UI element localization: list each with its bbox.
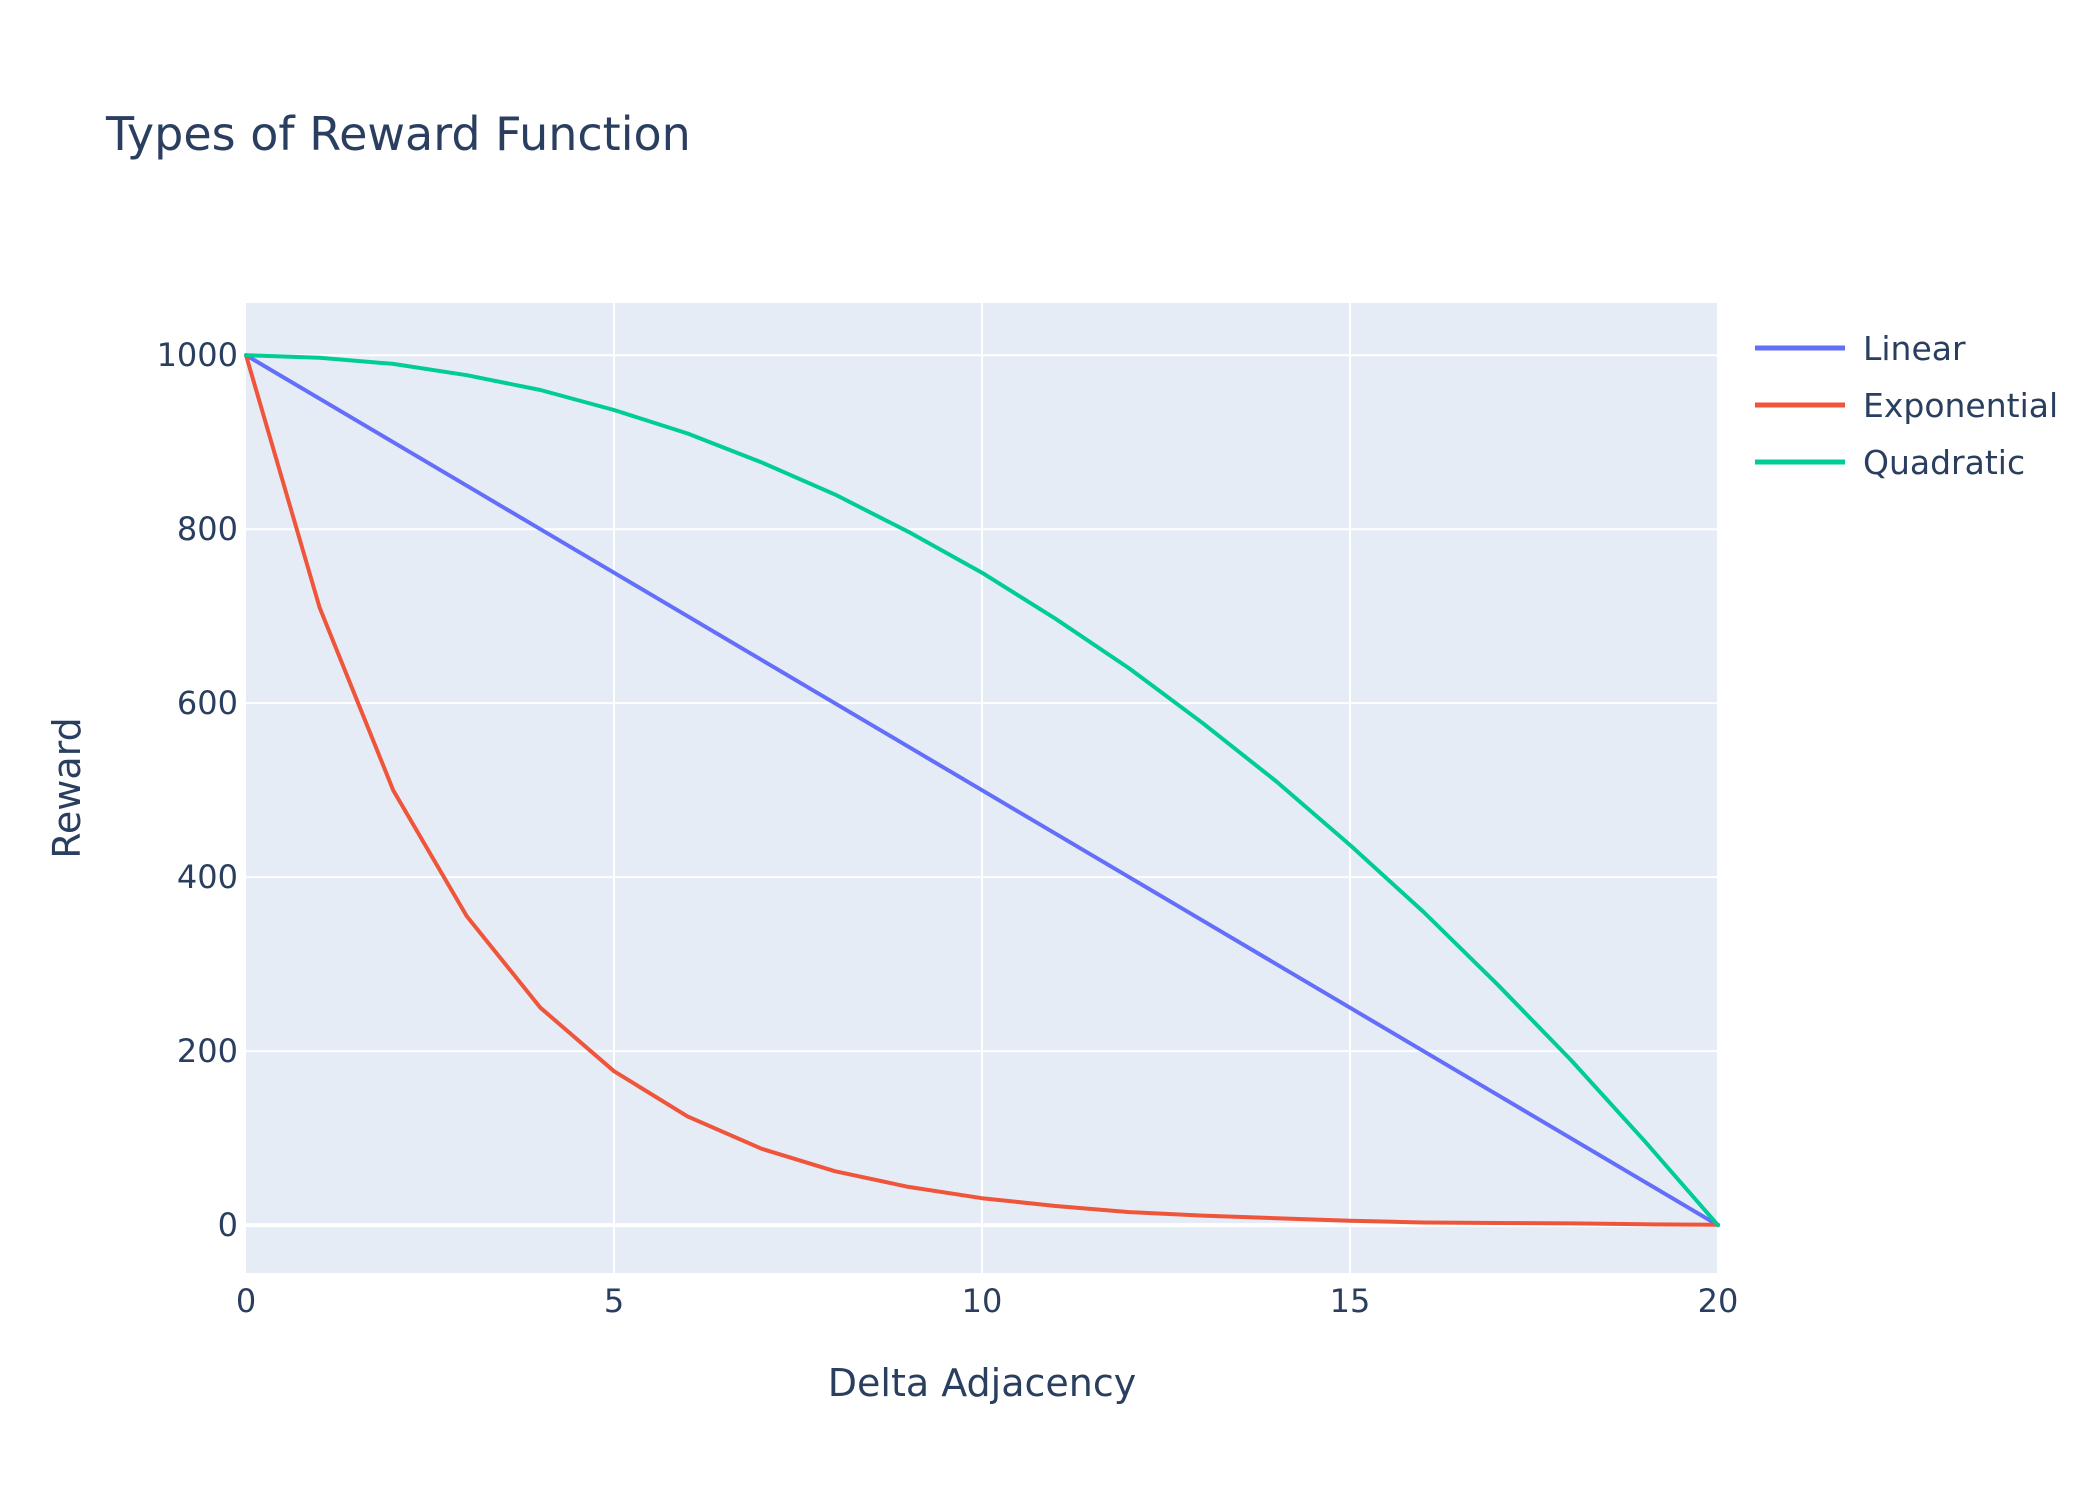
series-line-exponential xyxy=(244,353,1720,1227)
x-tick-label: 0 xyxy=(236,1282,256,1320)
y-tick-label: 200 xyxy=(177,1032,238,1070)
y-ticks: 0 200 400 600 800 1000 xyxy=(157,336,238,1244)
x-axis-title: Delta Adjacency xyxy=(828,1361,1137,1405)
y-tick-label: 400 xyxy=(177,858,238,896)
legend-label-linear: Linear xyxy=(1863,329,1966,368)
x-tick-label: 20 xyxy=(1698,1282,1739,1320)
x-tick-label: 15 xyxy=(1330,1282,1371,1320)
lines-layer xyxy=(244,353,1720,1228)
y-tick-label: 1000 xyxy=(157,336,238,374)
y-tick-label: 600 xyxy=(177,684,238,722)
series-line-linear xyxy=(244,353,1720,1228)
legend: Linear Exponential Quadratic xyxy=(1755,329,2058,482)
chart-title: Types of Reward Function xyxy=(105,107,691,161)
legend-label-quadratic: Quadratic xyxy=(1863,443,2025,482)
legend-label-exponential: Exponential xyxy=(1863,386,2058,425)
x-ticks: 0 5 10 15 20 xyxy=(236,1282,1739,1320)
x-tick-label: 10 xyxy=(962,1282,1003,1320)
y-axis-title: Reward xyxy=(45,717,89,859)
series-line-quadratic xyxy=(244,353,1720,1228)
y-tick-label: 800 xyxy=(177,510,238,548)
x-tick-label: 5 xyxy=(604,1282,624,1320)
y-tick-label: 0 xyxy=(218,1206,238,1244)
